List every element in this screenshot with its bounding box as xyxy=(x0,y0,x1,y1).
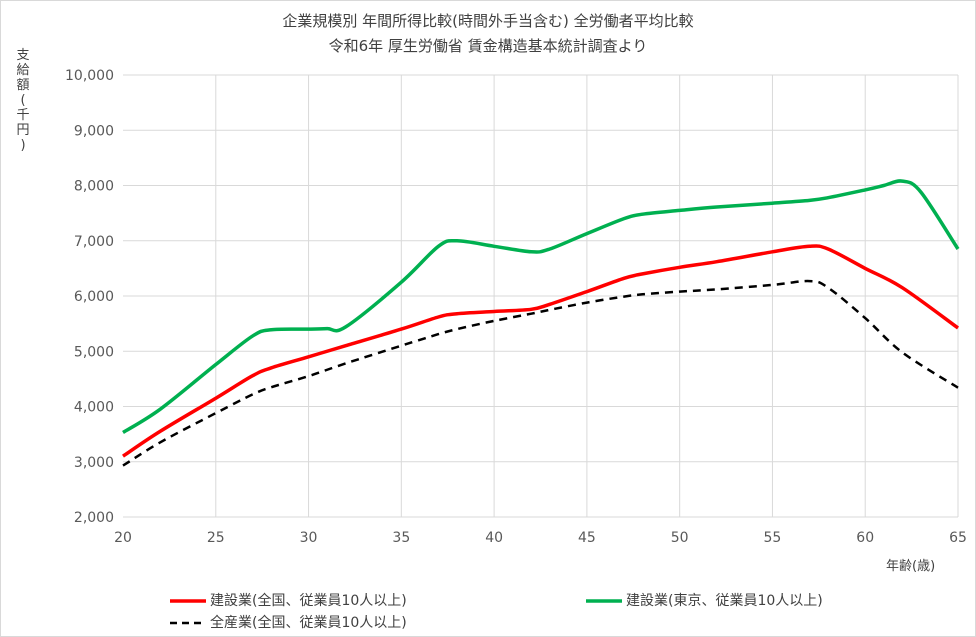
chart-subtitle: 令和6年 厚生労働省 賃金構造基本統計調査より xyxy=(328,37,648,55)
x-tick-label: 35 xyxy=(392,530,410,546)
x-tick-labels: 20 25 30 35 40 45 50 55 60 65 xyxy=(114,530,967,546)
x-axis-label: 年齢(歳) xyxy=(886,559,936,574)
x-tick-label: 60 xyxy=(856,530,874,546)
chart-title: 企業規模別 年間所得比較(時間外手当含む) 全労働者平均比較 xyxy=(282,12,694,30)
series-line-2 xyxy=(122,279,959,467)
y-tick-label: 2,000 xyxy=(74,510,114,526)
x-tick-label: 55 xyxy=(764,530,782,546)
series-line-1 xyxy=(122,179,960,434)
x-tick-label: 30 xyxy=(300,530,318,546)
x-tick-label: 20 xyxy=(114,530,132,546)
x-tick-label: 65 xyxy=(949,530,967,546)
gridlines xyxy=(123,74,959,517)
legend-label: 全産業(全国、従業員10人以上) xyxy=(210,615,407,631)
series-lines xyxy=(122,179,960,467)
y-axis-label: 支給額(千円) xyxy=(16,48,30,153)
y-tick-label: 5,000 xyxy=(74,344,114,360)
x-tick-label: 50 xyxy=(671,530,689,546)
x-tick-label: 45 xyxy=(578,530,596,546)
x-tick-label: 25 xyxy=(207,530,225,546)
x-tick-label: 40 xyxy=(485,530,503,546)
y-tick-label: 9,000 xyxy=(74,123,114,139)
y-tick-label: 7,000 xyxy=(74,234,114,250)
y-tick-label: 6,000 xyxy=(74,289,114,305)
series-line-0 xyxy=(122,244,960,458)
y-tick-label: 8,000 xyxy=(74,179,114,195)
legend-label: 建設業(全国、従業員10人以上) xyxy=(210,593,407,609)
y-tick-label: 3,000 xyxy=(74,455,114,471)
y-tick-label: 4,000 xyxy=(74,400,114,416)
y-tick-labels: 2,000 3,000 4,000 5,000 6,000 7,000 8,000 9,000… xyxy=(65,68,114,526)
legend-label: 建設業(東京、従業員10人以上) xyxy=(626,593,823,609)
y-tick-label: 10,000 xyxy=(65,68,114,84)
